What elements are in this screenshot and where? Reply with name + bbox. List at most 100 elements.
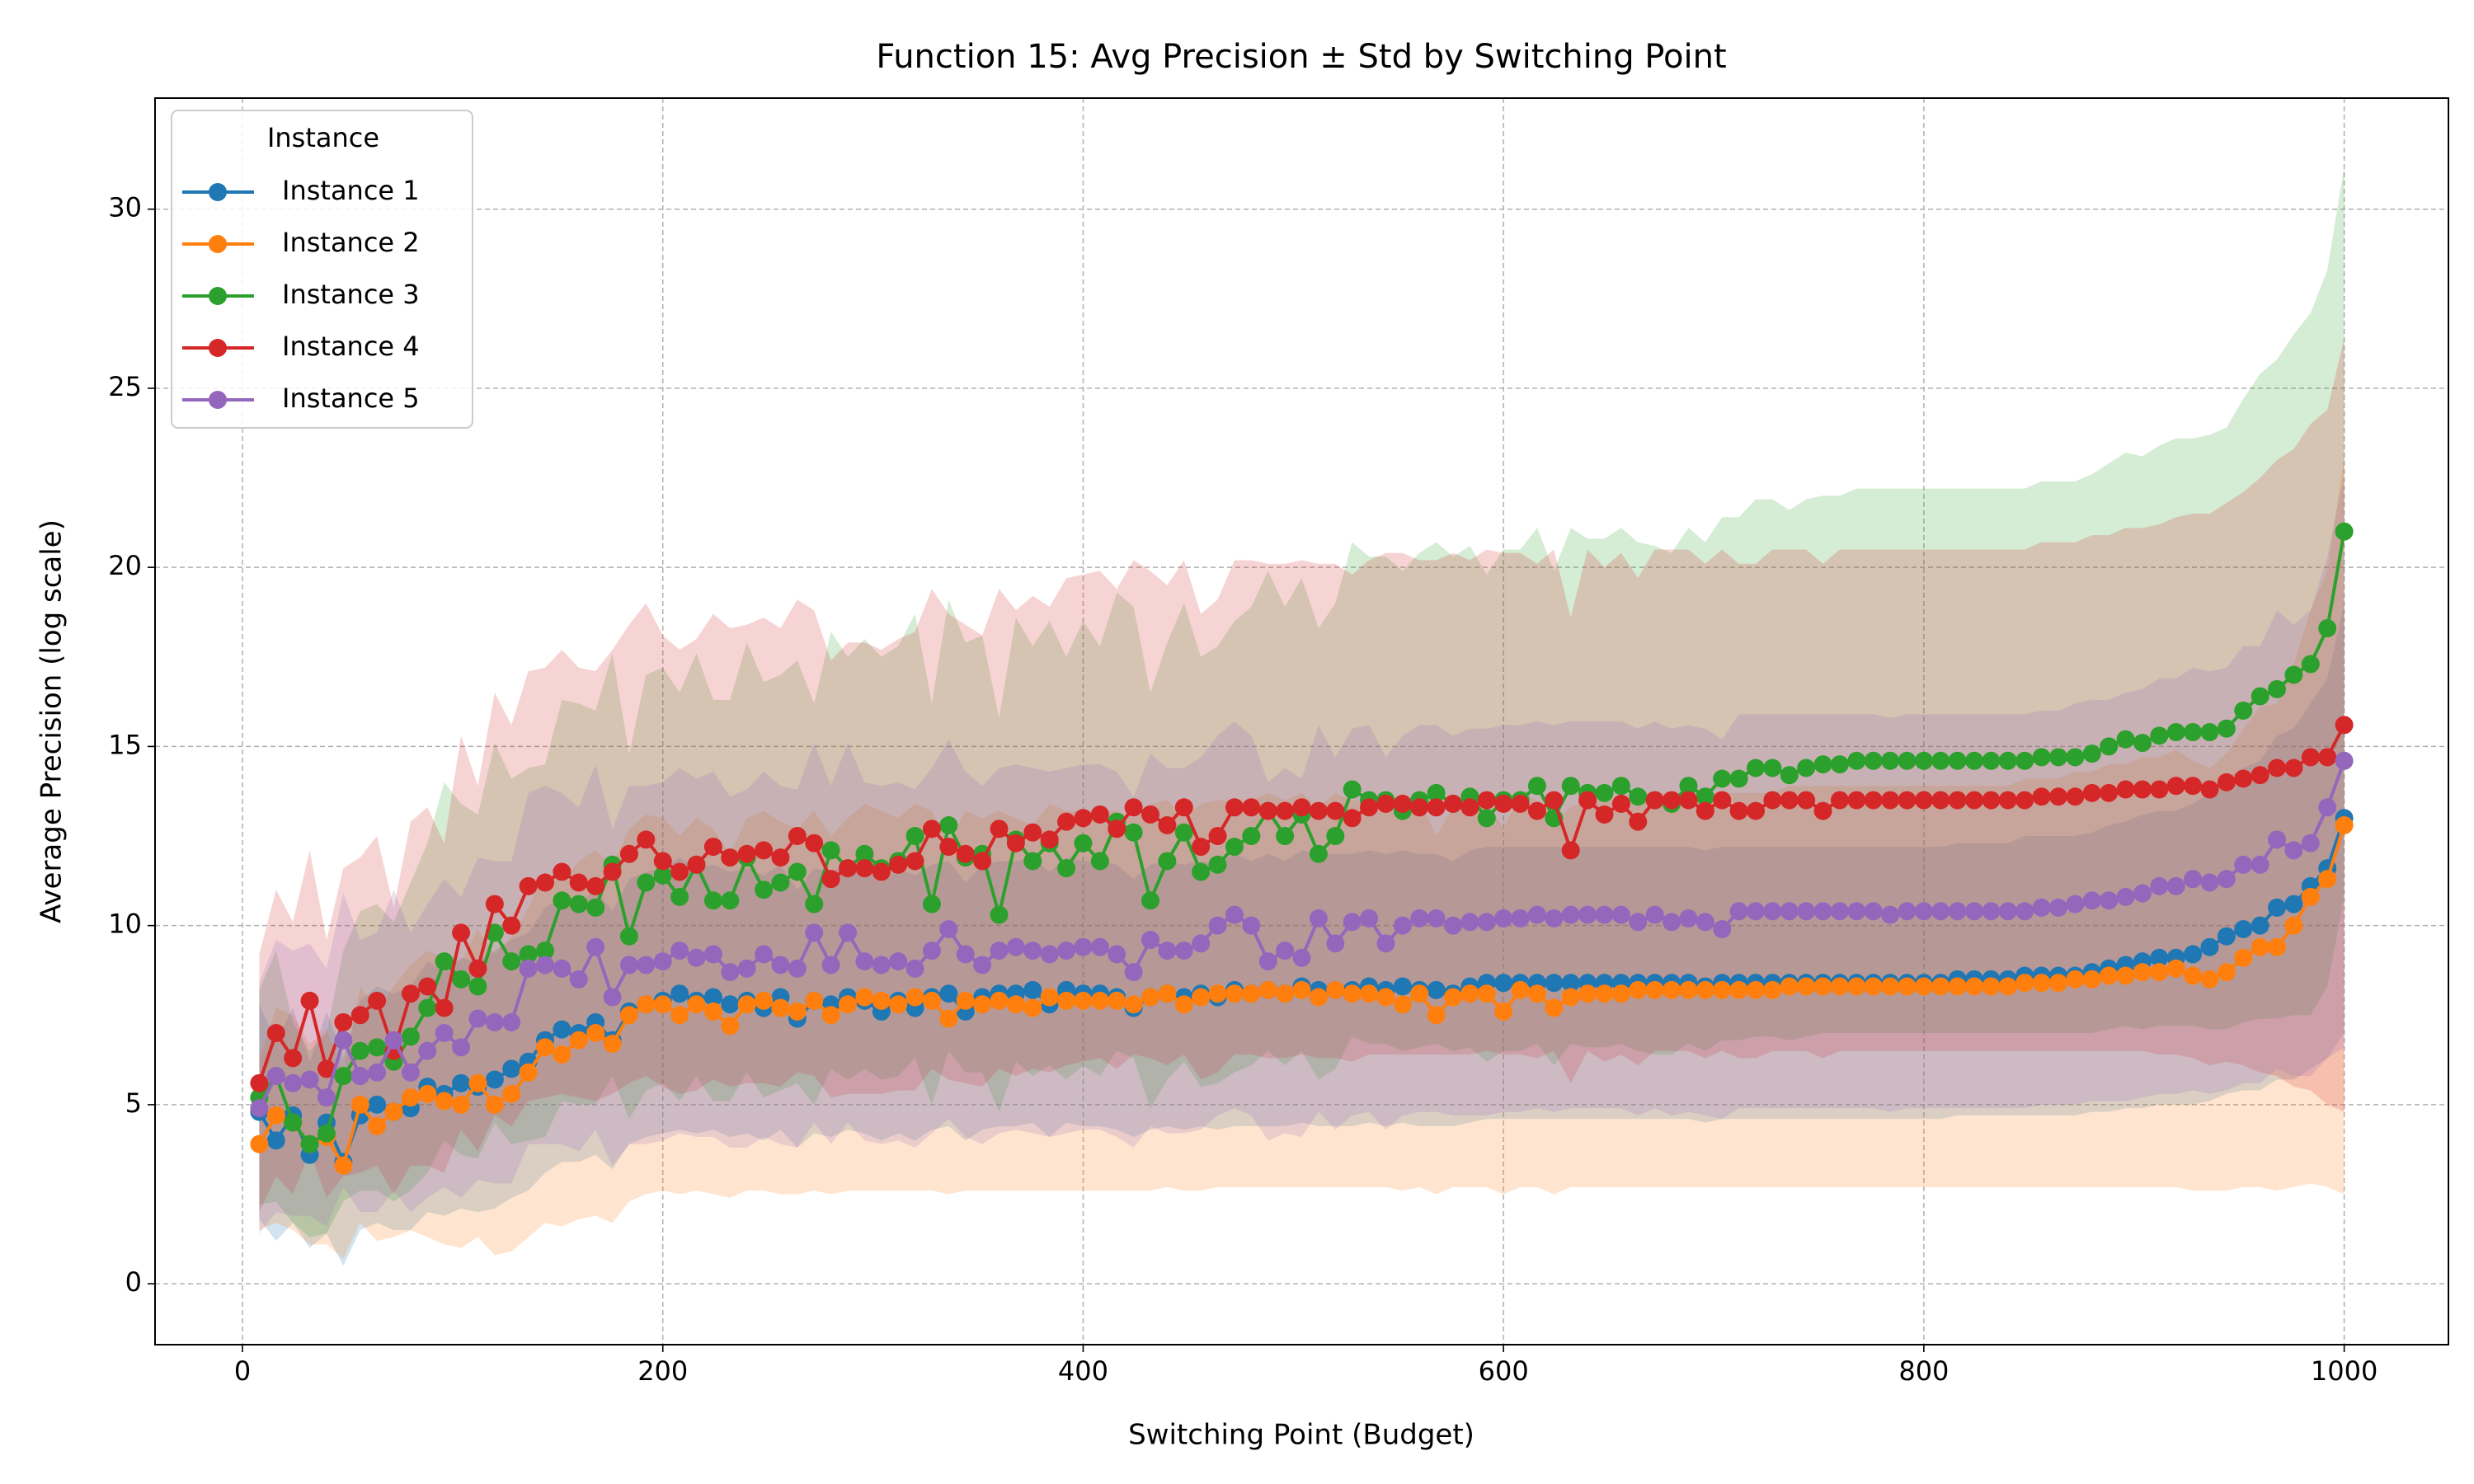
legend-label: Instance 3	[282, 279, 420, 310]
data-point	[2268, 758, 2287, 777]
data-point	[553, 1020, 571, 1039]
data-point	[939, 838, 958, 857]
data-point	[1898, 751, 1917, 770]
data-point	[1309, 801, 1328, 820]
data-point	[1847, 902, 1866, 921]
data-point	[1124, 798, 1143, 817]
data-point	[435, 952, 454, 971]
data-point	[2150, 963, 2169, 982]
data-point	[2234, 855, 2253, 874]
data-point	[2217, 963, 2236, 982]
data-point	[2015, 791, 2034, 810]
data-point	[2234, 701, 2253, 720]
data-point	[990, 819, 1009, 838]
data-point	[1208, 916, 1227, 935]
data-point	[1057, 991, 1076, 1010]
data-point	[502, 916, 521, 935]
data-point	[788, 862, 807, 881]
data-point	[990, 991, 1009, 1010]
data-point	[2066, 895, 2085, 913]
data-point	[1881, 977, 1900, 996]
data-point	[637, 830, 656, 849]
data-point	[1982, 977, 2001, 996]
data-point	[1595, 805, 1614, 824]
data-point	[922, 942, 941, 960]
data-point	[1158, 984, 1177, 1003]
data-point	[1679, 777, 1698, 796]
data-point	[990, 905, 1009, 924]
data-point	[368, 1116, 387, 1135]
data-point	[2251, 937, 2269, 956]
data-point	[653, 866, 672, 885]
data-point	[805, 895, 824, 913]
data-point	[1545, 998, 1564, 1017]
data-point	[2133, 780, 2152, 799]
data-point	[1074, 937, 1093, 956]
legend-swatch-marker	[209, 287, 227, 305]
data-point	[1780, 977, 1799, 996]
data-point	[1763, 758, 1782, 777]
data-point	[1931, 902, 1950, 921]
data-point	[1242, 984, 1261, 1003]
data-point	[1679, 909, 1698, 928]
data-point	[1729, 769, 1748, 788]
data-point	[2251, 766, 2269, 785]
data-point	[755, 881, 774, 899]
data-point	[1427, 909, 1446, 928]
data-point	[452, 923, 471, 942]
data-point	[1561, 905, 1580, 924]
data-point	[350, 1041, 369, 1060]
data-point	[1561, 974, 1580, 993]
data-point	[855, 952, 874, 971]
data-point	[1763, 791, 1782, 810]
data-point	[284, 1113, 303, 1132]
data-point	[805, 834, 824, 852]
data-point	[1696, 787, 1714, 806]
data-point	[1225, 905, 1244, 924]
data-point	[721, 963, 740, 982]
data-point	[1797, 977, 1816, 996]
data-point	[855, 988, 874, 1007]
data-point	[1309, 909, 1328, 928]
data-point	[771, 873, 790, 892]
data-point	[2048, 974, 2067, 993]
data-point	[536, 873, 555, 892]
series-lines	[250, 522, 2354, 1175]
data-point	[2116, 887, 2135, 906]
data-point	[334, 1156, 353, 1175]
data-point	[1427, 1006, 1446, 1025]
data-point	[1847, 977, 1866, 996]
data-point	[317, 1059, 336, 1078]
data-point	[1611, 984, 1630, 1003]
data-point	[1360, 984, 1379, 1003]
data-point	[1998, 977, 2017, 996]
data-point	[905, 959, 924, 978]
data-point	[1663, 791, 1681, 810]
data-point	[1410, 798, 1429, 817]
data-point	[1208, 855, 1227, 874]
data-point	[569, 970, 588, 989]
data-point	[435, 1024, 454, 1042]
data-point	[1494, 974, 1513, 993]
data-point	[1645, 980, 1664, 999]
data-point	[502, 1059, 521, 1078]
data-point	[1410, 909, 1429, 928]
data-point	[2217, 773, 2236, 791]
data-point	[586, 898, 605, 917]
data-point	[1343, 984, 1362, 1003]
data-point	[368, 991, 387, 1010]
y-tick-label: 5	[125, 1087, 142, 1119]
data-point	[300, 1134, 319, 1153]
data-point	[1830, 977, 1849, 996]
data-point	[2335, 816, 2354, 834]
data-point	[2150, 948, 2169, 967]
data-point	[721, 848, 740, 867]
data-point	[401, 984, 420, 1003]
data-point	[956, 945, 975, 964]
data-point	[1914, 751, 1933, 770]
data-point	[2166, 777, 2185, 796]
data-point	[1427, 798, 1446, 817]
data-point	[334, 1067, 353, 1086]
data-point	[1527, 777, 1546, 796]
